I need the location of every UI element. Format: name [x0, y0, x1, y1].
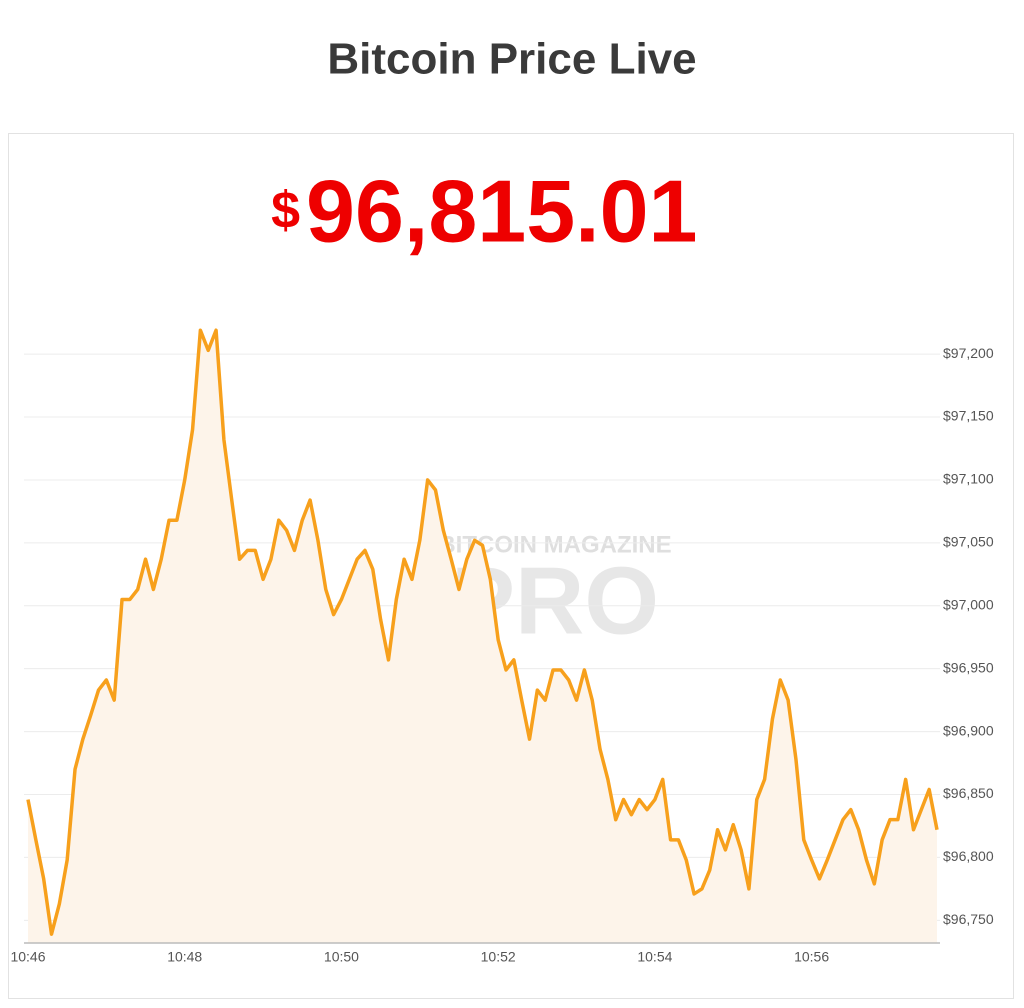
- price-symbol: $: [271, 182, 300, 240]
- y-tick-label: $96,750: [943, 911, 994, 927]
- x-tick-label: 10:52: [481, 949, 516, 965]
- y-tick-label: $97,050: [943, 534, 994, 550]
- x-tick-label: 10:46: [10, 949, 45, 965]
- price: 96,815.01: [306, 161, 698, 260]
- y-tick-label: $97,150: [943, 408, 994, 424]
- page-title: Bitcoin Price Live: [327, 35, 696, 84]
- y-tick-label: $96,950: [943, 659, 994, 675]
- y-tick-label: $97,200: [943, 345, 994, 361]
- plot-layer: [24, 330, 940, 943]
- price-line: [26, 328, 939, 936]
- y-tick-label: $97,100: [943, 471, 994, 487]
- area-fill: [28, 330, 937, 943]
- x-tick-label: 10:50: [324, 949, 359, 965]
- y-tick-label: $96,900: [943, 722, 994, 738]
- y-tick-label: $96,800: [943, 848, 994, 864]
- y-tick-label: $97,000: [943, 596, 994, 612]
- x-tick-label: 10:48: [167, 949, 202, 965]
- chart-card: [8, 133, 1014, 999]
- x-tick-label: 10:54: [637, 949, 672, 965]
- x-tick-label: 10:56: [794, 949, 829, 965]
- y-tick-label: $96,850: [943, 785, 994, 801]
